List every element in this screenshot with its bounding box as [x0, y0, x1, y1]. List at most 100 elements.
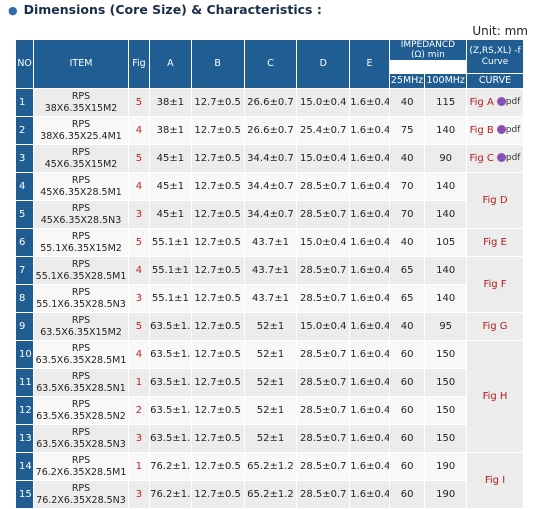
curve-label[interactable]: Fig B: [469, 125, 494, 136]
table-row: 1 RPS 38X6.35X15M2 5 38±1 12.7±0.5 26.6±0.7 15.…: [16, 89, 523, 116]
row-number: 13: [16, 425, 34, 452]
pdf-icon[interactable]: [496, 125, 506, 134]
cell-a: 63.5±1.2: [150, 341, 191, 368]
cell-z100: 115: [425, 89, 467, 116]
cell-z25: 40: [389, 89, 425, 116]
row-number: 1: [16, 89, 34, 116]
fig-number: 3: [128, 425, 150, 452]
header-e: E: [350, 40, 389, 88]
item-code: 45X6.35X15M2: [44, 158, 118, 170]
header-b: B: [191, 40, 244, 88]
curve-link-fig-h[interactable]: Fig H: [467, 341, 523, 452]
cell-a: 55.1±1: [150, 257, 191, 284]
curve-label[interactable]: Fig C: [469, 153, 494, 164]
cell-b: 12.7±0.5: [191, 145, 244, 172]
row-number: 4: [16, 173, 34, 200]
table-row: 4 RPS 45X6.35X28.5M1 4 45±1 12.7±0.5 34.4±0.7 2…: [16, 173, 523, 228]
curve-link-fig-f[interactable]: Fig F: [467, 257, 523, 312]
cell-d: 28.5±0.7: [297, 453, 350, 480]
curve-label[interactable]: Fig I: [484, 475, 506, 486]
fig-number: 5: [128, 145, 150, 172]
cell-b: 12.7±0.5: [191, 397, 244, 424]
curve-link-fig-a[interactable]: Fig A pdf: [467, 89, 523, 116]
cell-e: 1.6±0.4: [350, 313, 389, 340]
cell-a: 55.1±1: [150, 229, 191, 256]
item-series: RPS: [71, 174, 91, 186]
cell-e: 1.6±0.4: [350, 117, 389, 144]
cell-z25: 40: [389, 145, 425, 172]
pdf-label[interactable]: pdf: [505, 153, 521, 163]
item-name: RPS 45X6.35X28.5M1: [34, 173, 128, 200]
cell-d: 28.5±0.7: [297, 285, 350, 312]
cell-b: 12.7±0.5: [191, 117, 244, 144]
item-name: RPS 38X6.35X15M2: [34, 89, 128, 116]
row-number: 11: [16, 369, 34, 396]
fig-number: 1: [128, 453, 150, 480]
cell-z25: 60: [389, 453, 425, 480]
cell-a: 76.2±1.5: [150, 453, 191, 480]
cell-b: 12.7±0.5: [191, 229, 244, 256]
table-row: 2 RPS 38X6.35X25.4M1 4 38±1 12.7±0.5 26.6±0.7 2…: [16, 117, 523, 144]
pdf-label[interactable]: pdf: [505, 97, 521, 107]
pdf-icon[interactable]: [496, 153, 506, 162]
pdf-icon[interactable]: [496, 97, 506, 106]
curve-label[interactable]: Fig F: [483, 279, 507, 290]
fig-number: 1: [128, 369, 150, 396]
cell-z100: 150: [425, 425, 467, 452]
table-row: 3 RPS 45X6.35X15M2 5 45±1 12.7±0.5 34.4±0.7 15.…: [16, 145, 523, 172]
fig-number: 4: [128, 257, 150, 284]
item-series: RPS: [71, 258, 91, 270]
cell-a: 55.1±1: [150, 285, 191, 312]
item-series: RPS: [71, 118, 91, 130]
curve-link-fig-e[interactable]: Fig E: [467, 229, 523, 256]
cell-c: 26.6±0.7: [244, 117, 297, 144]
curve-link-fig-c[interactable]: Fig C pdf: [467, 145, 523, 172]
impedance-label: IMPEDANCD: [400, 40, 456, 50]
bullet-icon: ●: [8, 4, 18, 17]
row-number: 8: [16, 285, 34, 312]
curve-link-fig-i[interactable]: Fig I: [467, 453, 523, 508]
page-title: ● Dimensions (Core Size) & Characteristic…: [8, 2, 322, 17]
cell-e: 1.6±0.4: [350, 369, 389, 396]
curve-label[interactable]: Fig G: [482, 321, 508, 332]
cell-d: 28.5±0.7: [297, 397, 350, 424]
header-item: ITEM: [34, 40, 128, 88]
fig-number: 3: [128, 481, 150, 508]
item-name: RPS 63.5X6.35X28.5M1: [34, 341, 128, 368]
curve-link-fig-d[interactable]: Fig D: [467, 173, 523, 228]
cell-e: 1.6±0.4: [350, 173, 389, 200]
cell-a: 45±1: [150, 201, 191, 228]
curve-label[interactable]: Fig E: [483, 237, 507, 248]
curve-label[interactable]: Fig A: [469, 97, 494, 108]
table-row: 14RPS76.2X6.35X28.5M1176.2±1.512.7±0.565…: [16, 453, 523, 508]
row-number: 14: [16, 453, 34, 480]
cell-a: 45±1: [150, 173, 191, 200]
item-code: 76.2X6.35X28.5N3: [36, 494, 126, 506]
cell-a: 38±1: [150, 117, 191, 144]
cell-e: 1.6±0.4: [350, 145, 389, 172]
cell-d: 15.0±0.4: [297, 145, 350, 172]
pdf-label[interactable]: pdf: [505, 125, 521, 135]
curve-label[interactable]: Fig D: [482, 195, 508, 206]
table-row: 6 RPS 55.1X6.35X15M2 5 55.1±1 12.7±0.5 43.7±1 1…: [16, 229, 523, 256]
cell-d: 28.5±0.7: [297, 369, 350, 396]
curve-link-fig-b[interactable]: Fig B pdf: [467, 117, 523, 144]
table-row: 9RPS63.5X6.35X15M2563.5±1.212.7±0.552±11…: [16, 313, 523, 340]
item-name: RPS 55.1X6.35X28.5M1: [34, 257, 128, 284]
cell-c: 34.4±0.7: [244, 201, 297, 228]
cell-a: 63.5±1.2: [150, 425, 191, 452]
item-series: RPS: [71, 398, 91, 410]
curve-link-fig-g[interactable]: Fig G: [467, 313, 523, 340]
cell-z25: 65: [389, 257, 425, 284]
cell-a: 63.5±1.2: [150, 397, 191, 424]
cell-c: 34.4±0.7: [244, 145, 297, 172]
cell-z100: 95: [425, 313, 467, 340]
item-code: 63.5X6.35X28.5N3: [36, 438, 126, 450]
cell-b: 12.7±0.5: [191, 257, 244, 284]
curve-label[interactable]: Fig H: [482, 391, 508, 402]
cell-z100: 140: [425, 173, 467, 200]
item-code: 45X6.35X28.5N3: [40, 214, 122, 226]
item-code: 55.1X6.35X28.5M1: [35, 270, 127, 282]
characteristics-table: NO ITEM Fig A B C D E IMPEDANCD (Ω) min (…: [15, 39, 524, 509]
item-series: RPS: [71, 202, 91, 214]
